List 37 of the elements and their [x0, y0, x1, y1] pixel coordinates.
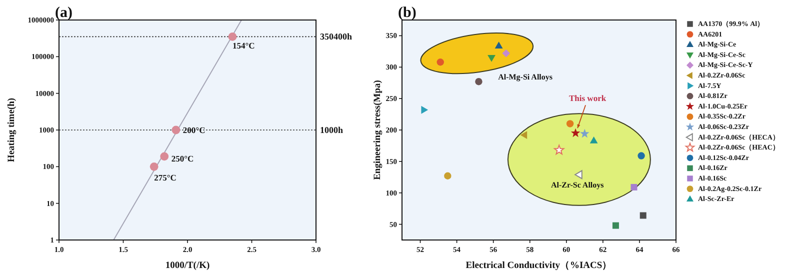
- point: [150, 162, 158, 171]
- point: [172, 126, 180, 134]
- point: [570, 128, 580, 138]
- point: [160, 152, 169, 161]
- point: [436, 58, 444, 66]
- annotation: 154°C: [232, 40, 255, 51]
- point: [554, 144, 564, 155]
- annotation: This work: [568, 93, 606, 104]
- x-axis-title: 1000/T(/K): [165, 261, 210, 271]
- point: [580, 128, 590, 138]
- ref-line-label: 1000h: [320, 125, 344, 135]
- point: [502, 49, 510, 58]
- point: [520, 131, 528, 139]
- annotation: 200°C: [182, 125, 206, 135]
- y-axis-title: Heating time(h): [7, 98, 17, 162]
- annotation: Al-Zr-Sc Alloys: [550, 180, 604, 190]
- x-axis-title: Electrical Conductivity（%IACS）: [466, 260, 612, 271]
- point: [612, 222, 619, 229]
- point: [566, 120, 574, 128]
- ref-line-label: 350400h: [320, 32, 352, 42]
- point: [475, 78, 482, 86]
- point: [590, 136, 598, 144]
- point: [228, 32, 237, 41]
- point: [638, 152, 645, 160]
- point: [494, 42, 503, 48]
- y-axis-title: Engineering stress(Mpa): [373, 80, 383, 180]
- annotation: 275°C: [154, 172, 176, 183]
- point: [630, 184, 638, 190]
- annotation: 250°C: [171, 153, 194, 164]
- chart-title: (b): [398, 5, 416, 21]
- point: [574, 170, 582, 180]
- annotation: Al-Mg-Si Alloys: [498, 72, 553, 82]
- point: [444, 172, 452, 180]
- point: [640, 212, 646, 219]
- point: [488, 55, 496, 62]
- chart-title: (a): [55, 5, 72, 21]
- point: [421, 106, 428, 114]
